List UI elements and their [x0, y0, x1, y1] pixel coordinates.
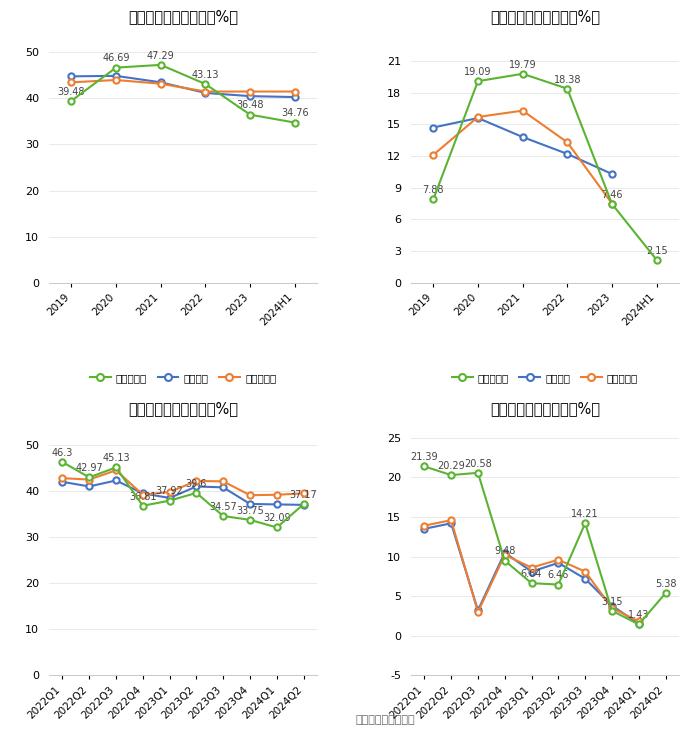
Text: 45.13: 45.13: [102, 454, 130, 463]
Text: 46.69: 46.69: [102, 54, 130, 63]
Text: 14.21: 14.21: [571, 509, 599, 519]
Text: 21.39: 21.39: [410, 452, 438, 462]
Text: 36.81: 36.81: [129, 492, 157, 501]
Text: 34.57: 34.57: [209, 502, 237, 512]
Title: 季度毛利率变化情况（%）: 季度毛利率变化情况（%）: [128, 401, 238, 417]
Text: 1.43: 1.43: [628, 610, 650, 620]
Text: 9.48: 9.48: [494, 547, 515, 556]
Legend: 公司毛利率, 行业均值, 行业中位数: 公司毛利率, 行业均值, 行业中位数: [85, 369, 281, 388]
Text: 20.29: 20.29: [438, 461, 465, 471]
Text: 18.38: 18.38: [554, 75, 581, 84]
Text: 37.17: 37.17: [290, 490, 318, 500]
Text: 19.09: 19.09: [464, 67, 491, 77]
Text: 43.13: 43.13: [192, 70, 219, 80]
Title: 历年毛利率变化情况（%）: 历年毛利率变化情况（%）: [128, 9, 238, 24]
Title: 季度净利率变化情况（%）: 季度净利率变化情况（%）: [490, 401, 600, 417]
Text: 39.48: 39.48: [57, 87, 85, 97]
Text: 37.92: 37.92: [156, 487, 183, 496]
Text: 34.76: 34.76: [281, 109, 309, 118]
Text: 数据来源：恒生聚源: 数据来源：恒生聚源: [355, 715, 415, 725]
Text: 6.64: 6.64: [521, 569, 542, 579]
Text: 46.3: 46.3: [52, 448, 73, 458]
Text: 36.48: 36.48: [237, 101, 264, 111]
Text: 32.09: 32.09: [263, 513, 290, 523]
Text: 47.29: 47.29: [147, 51, 174, 61]
Text: 19.79: 19.79: [509, 59, 536, 70]
Text: 20.58: 20.58: [464, 459, 492, 468]
Text: 7.88: 7.88: [423, 185, 444, 195]
Text: 39.6: 39.6: [186, 479, 207, 489]
Text: 5.38: 5.38: [654, 579, 676, 589]
Text: 3.15: 3.15: [601, 597, 623, 606]
Text: 2.15: 2.15: [646, 246, 668, 256]
Title: 历年净利率变化情况（%）: 历年净利率变化情况（%）: [490, 9, 600, 24]
Text: 33.75: 33.75: [236, 506, 264, 516]
Text: 6.46: 6.46: [547, 570, 569, 581]
Text: 7.46: 7.46: [601, 190, 623, 200]
Legend: 公司净利率, 行业均值, 行业中位数: 公司净利率, 行业均值, 行业中位数: [447, 369, 643, 388]
Text: 42.97: 42.97: [76, 463, 103, 473]
